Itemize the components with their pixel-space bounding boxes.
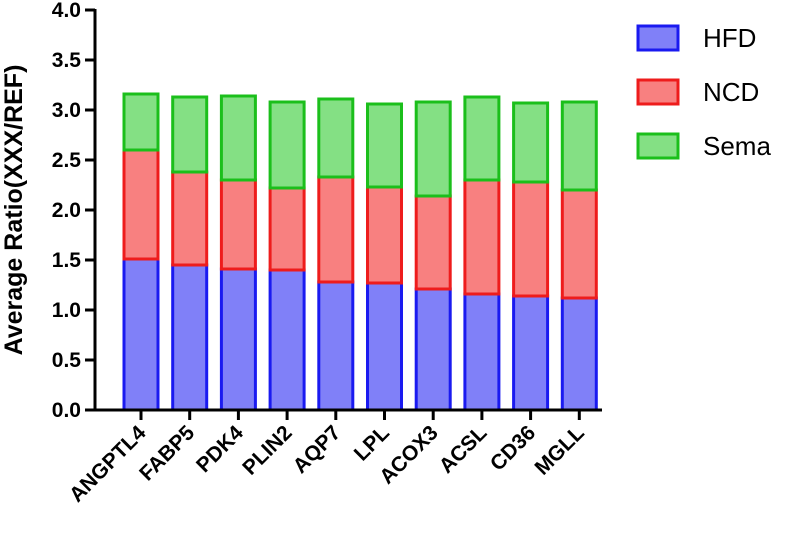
bar-sema-acox3 (414, 100, 452, 198)
bars-layer (122, 92, 598, 412)
bar-sema-cd36 (512, 101, 550, 184)
bar-hfd-pdk4 (219, 267, 257, 412)
y-tick-label: 3.5 (52, 49, 82, 72)
y-tick-label: 3.0 (52, 99, 81, 122)
bar-hfd-lpl (366, 281, 403, 412)
bar-ncd-mgll (560, 188, 598, 300)
x-tick-label: PDK4 (192, 421, 248, 477)
bar-ncd-acox3 (414, 194, 452, 291)
bar-ncd-cd36 (512, 180, 550, 298)
bar-hfd-fabp5 (171, 263, 209, 412)
bar-hfd-aqp7 (317, 280, 355, 412)
legend-label-hfd: HFD (703, 23, 756, 53)
bar-ncd-plin2 (268, 186, 306, 272)
bar-ncd-pdk4 (219, 178, 257, 271)
bar-sema-fabp5 (171, 95, 209, 174)
bar-ncd-angptl4 (122, 148, 160, 261)
bar-hfd-acsl (463, 292, 501, 412)
bar-hfd-angptl4 (122, 257, 160, 412)
x-tick-label: PLIN2 (238, 421, 296, 479)
y-axis-title: Average Ratio(XXX/REF) (0, 65, 28, 356)
legend-swatch-hfd (636, 24, 680, 52)
bar-sema-mgll (560, 100, 598, 192)
x-tick-label: ANGPTL4 (65, 421, 151, 507)
bar-sema-pdk4 (219, 94, 257, 182)
x-tick-label: AQP7 (289, 421, 346, 478)
y-tick-label: 1.0 (52, 299, 81, 322)
x-tick-label: CD36 (486, 421, 540, 475)
bar-sema-angptl4 (122, 92, 160, 152)
legend-swatch-ncd (636, 78, 680, 106)
x-tick-label: FABP5 (135, 421, 199, 485)
bar-ncd-aqp7 (317, 175, 355, 284)
legend: HFD NCD Sema (636, 23, 771, 161)
y-tick-label: 2.5 (52, 149, 82, 172)
bar-sema-aqp7 (317, 97, 355, 179)
y-tick-label: 2.0 (52, 199, 81, 222)
bar-ncd-fabp5 (171, 170, 209, 267)
legend-swatch-sema (636, 132, 680, 160)
y-tick-label: 0.5 (52, 349, 82, 372)
bar-hfd-cd36 (512, 294, 550, 412)
bar-sema-plin2 (268, 100, 306, 190)
y-tick-label: 1.5 (52, 249, 82, 272)
y-tick-label: 0.0 (52, 399, 81, 422)
x-tick-label: ACSL (435, 421, 492, 478)
bar-sema-lpl (366, 102, 403, 189)
bar-hfd-plin2 (268, 268, 306, 412)
bar-hfd-mgll (560, 296, 598, 412)
bar-ncd-lpl (366, 185, 403, 285)
x-tick-label: MGLL (531, 421, 589, 479)
legend-label-sema: Sema (703, 131, 771, 161)
bar-hfd-acox3 (414, 287, 452, 412)
y-tick-label: 4.0 (52, 0, 81, 22)
legend-label-ncd: NCD (703, 77, 759, 107)
bar-ncd-acsl (463, 178, 501, 296)
bar-sema-acsl (463, 95, 501, 182)
